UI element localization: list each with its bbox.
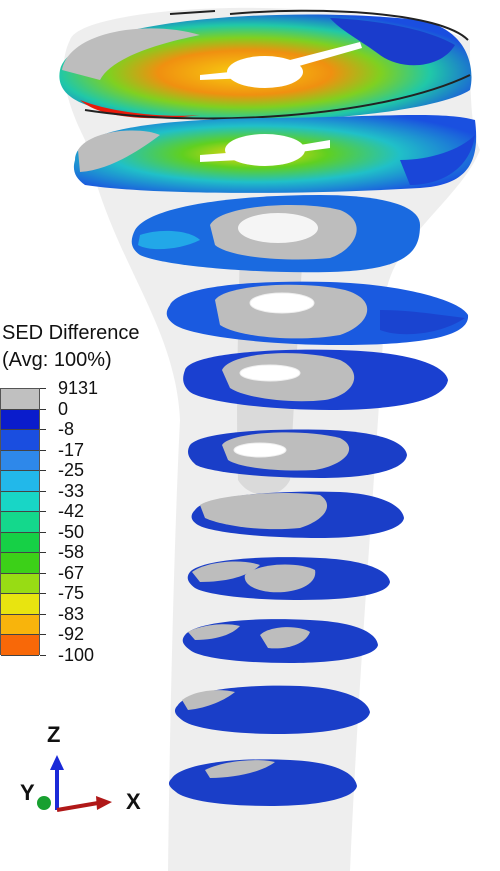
x-axis-arrow bbox=[56, 801, 99, 812]
legend-tick bbox=[40, 511, 46, 512]
legend-label: 9131 bbox=[58, 378, 99, 398]
legend-label: -42 bbox=[58, 501, 85, 521]
legend-tick bbox=[40, 593, 46, 594]
legend-label: -33 bbox=[58, 480, 85, 501]
legend-tick bbox=[40, 388, 46, 389]
legend-tick bbox=[40, 634, 46, 635]
legend-label: -58 bbox=[58, 542, 85, 562]
legend-label: -83 bbox=[58, 603, 85, 624]
legend-tick bbox=[40, 408, 46, 410]
slice-9 bbox=[182, 619, 378, 663]
legend-swatch bbox=[1, 532, 39, 553]
legend-swatch bbox=[1, 450, 39, 471]
slice-3 bbox=[131, 195, 420, 273]
legend-tick bbox=[40, 449, 46, 451]
legend-tick bbox=[40, 654, 46, 656]
legend-swatch bbox=[1, 594, 39, 615]
legend-label: -50 bbox=[58, 521, 85, 542]
slice-2 bbox=[73, 114, 477, 193]
legend-swatch bbox=[1, 635, 39, 656]
legend-tick bbox=[40, 429, 46, 430]
legend-subtitle: (Avg: 100%) bbox=[2, 349, 112, 371]
legend-label: -25 bbox=[58, 460, 85, 480]
slice-4 bbox=[166, 281, 469, 345]
legend-tick bbox=[40, 613, 46, 615]
legend-swatch bbox=[1, 409, 39, 430]
legend-tick bbox=[40, 470, 46, 471]
legend-swatch bbox=[1, 614, 39, 635]
legend-title: SED Difference bbox=[2, 322, 140, 344]
axis-triad bbox=[37, 755, 112, 812]
legend-tick bbox=[40, 552, 46, 553]
legend-swatch bbox=[1, 389, 39, 410]
legend-label: -17 bbox=[58, 439, 85, 460]
legend-swatch bbox=[1, 471, 39, 492]
slice-8 bbox=[187, 557, 390, 600]
slice-1 bbox=[59, 9, 472, 121]
legend-swatch bbox=[1, 430, 39, 451]
legend-swatch bbox=[1, 553, 39, 574]
legend-label: -92 bbox=[58, 624, 85, 644]
y-axis-label: Y bbox=[20, 780, 35, 805]
legend-label: -67 bbox=[58, 562, 85, 583]
slice-5 bbox=[183, 349, 448, 410]
x-axis-label: X bbox=[126, 789, 141, 814]
y-axis-dot bbox=[37, 796, 51, 810]
slice-6 bbox=[188, 429, 407, 478]
x-axis-arrowhead bbox=[96, 796, 112, 810]
legend-label: -8 bbox=[58, 419, 75, 439]
z-axis-label: Z bbox=[47, 722, 61, 747]
legend-tick bbox=[40, 531, 46, 533]
legend-tick bbox=[40, 572, 46, 574]
legend-label: -75 bbox=[58, 583, 85, 603]
legend-label: -100 bbox=[58, 644, 95, 665]
z-axis-arrowhead bbox=[50, 755, 64, 770]
color-legend-bar bbox=[0, 388, 40, 656]
slice-7 bbox=[191, 491, 404, 538]
slice-11 bbox=[168, 759, 357, 806]
legend-swatch bbox=[1, 573, 39, 594]
legend-swatch bbox=[1, 512, 39, 533]
legend-label: 0 bbox=[58, 398, 69, 419]
legend-swatch bbox=[1, 491, 39, 512]
legend-tick bbox=[40, 490, 46, 492]
slice-10 bbox=[174, 685, 370, 734]
